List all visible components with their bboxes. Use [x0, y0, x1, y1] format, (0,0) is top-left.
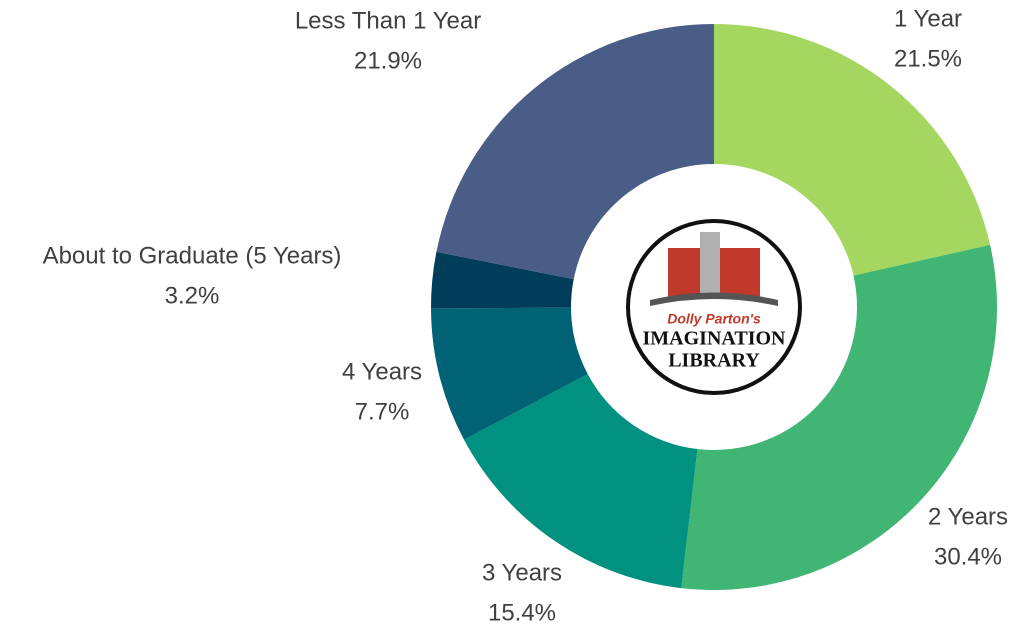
slice [681, 244, 997, 590]
value-label: 7.7% [355, 398, 410, 425]
logo-book [650, 292, 778, 306]
category-label: Less Than 1 Year [295, 7, 481, 34]
slice [431, 251, 574, 309]
category-label: 3 Years [482, 559, 562, 586]
value-label: 15.4% [488, 599, 556, 625]
category-label: 1 Year [894, 5, 962, 32]
slice [436, 24, 714, 280]
logo-text: LIBRARY [668, 350, 760, 372]
logo-text: IMAGINATION [643, 328, 787, 350]
category-label: 2 Years [928, 503, 1008, 530]
category-label: About to Graduate (5 Years) [43, 242, 342, 269]
logo-tower [700, 232, 720, 298]
slice [464, 374, 698, 589]
value-label: 21.5% [894, 45, 962, 72]
category-label: 4 Years [342, 358, 422, 385]
slice [431, 307, 588, 440]
logo: Dolly Parton's IMAGINATION LIBRARY [626, 219, 802, 395]
value-label: 3.2% [165, 282, 220, 309]
slice [714, 24, 991, 276]
value-label: 21.9% [354, 47, 422, 74]
value-label: 30.4% [934, 543, 1002, 570]
logo-text: Dolly Parton's [667, 311, 761, 327]
